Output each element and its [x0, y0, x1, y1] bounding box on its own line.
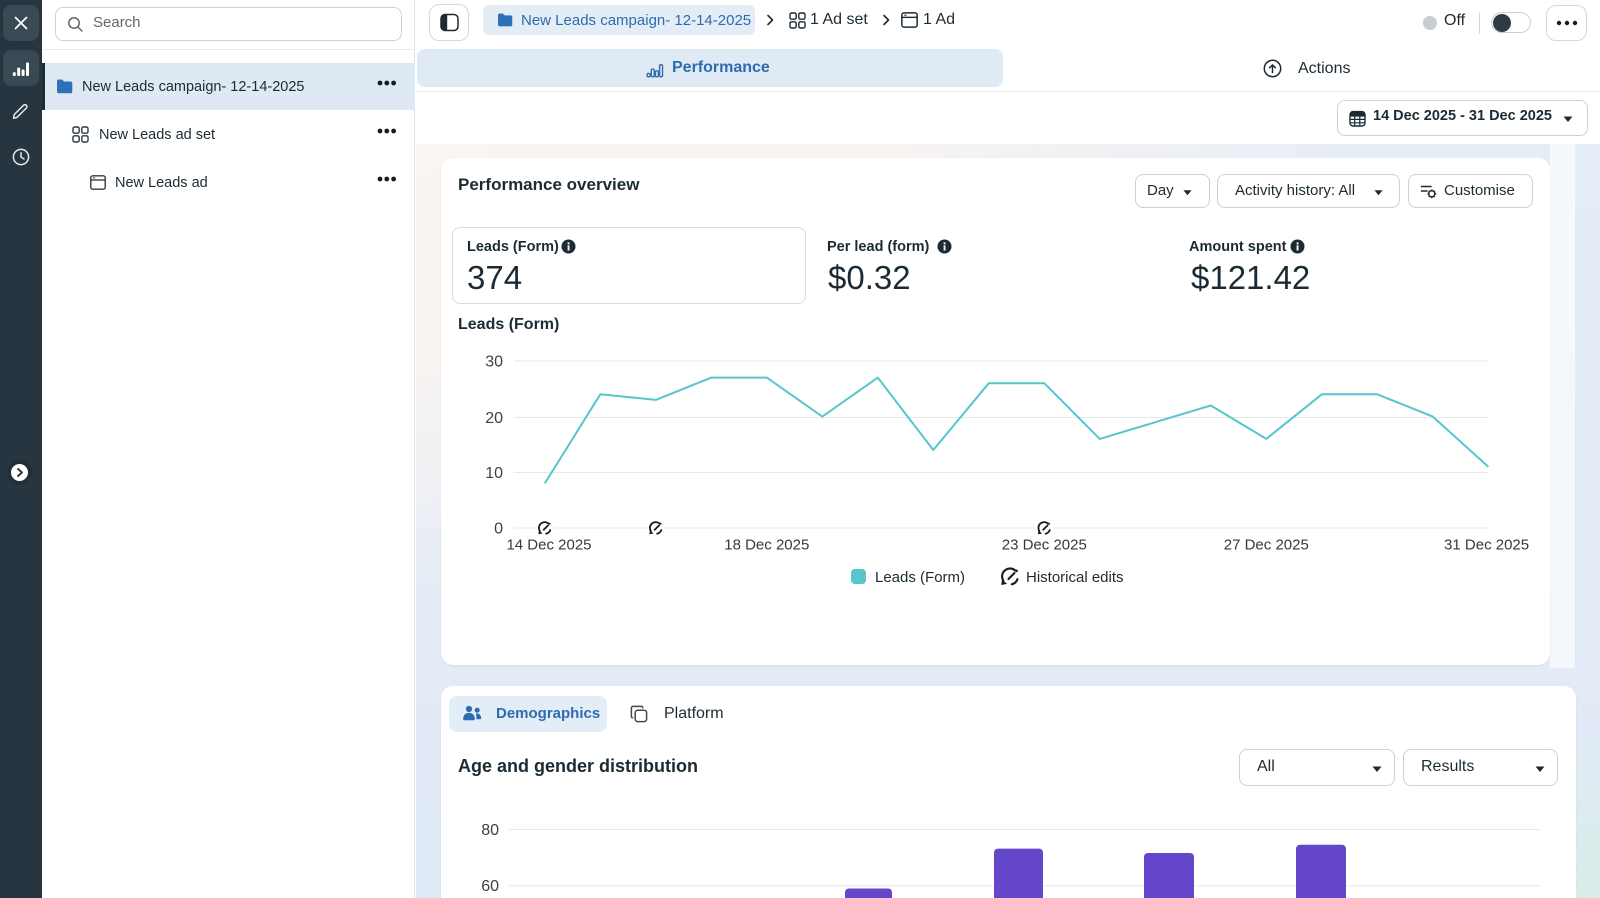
svg-text:10: 10 [485, 465, 503, 482]
svg-text:Leads (Form): Leads (Form) [875, 569, 965, 586]
svg-text:30: 30 [485, 354, 503, 371]
svg-text:23 Dec 2025: 23 Dec 2025 [1002, 537, 1087, 554]
svg-text:0: 0 [494, 521, 503, 538]
svg-text:Historical edits: Historical edits [1026, 569, 1124, 586]
svg-text:60: 60 [481, 878, 499, 895]
svg-text:31 Dec 2025: 31 Dec 2025 [1444, 537, 1529, 554]
svg-text:18 Dec 2025: 18 Dec 2025 [724, 537, 809, 554]
svg-text:27 Dec 2025: 27 Dec 2025 [1224, 537, 1309, 554]
svg-text:80: 80 [481, 822, 499, 839]
svg-text:14 Dec 2025: 14 Dec 2025 [506, 537, 591, 554]
svg-text:20: 20 [485, 410, 503, 427]
